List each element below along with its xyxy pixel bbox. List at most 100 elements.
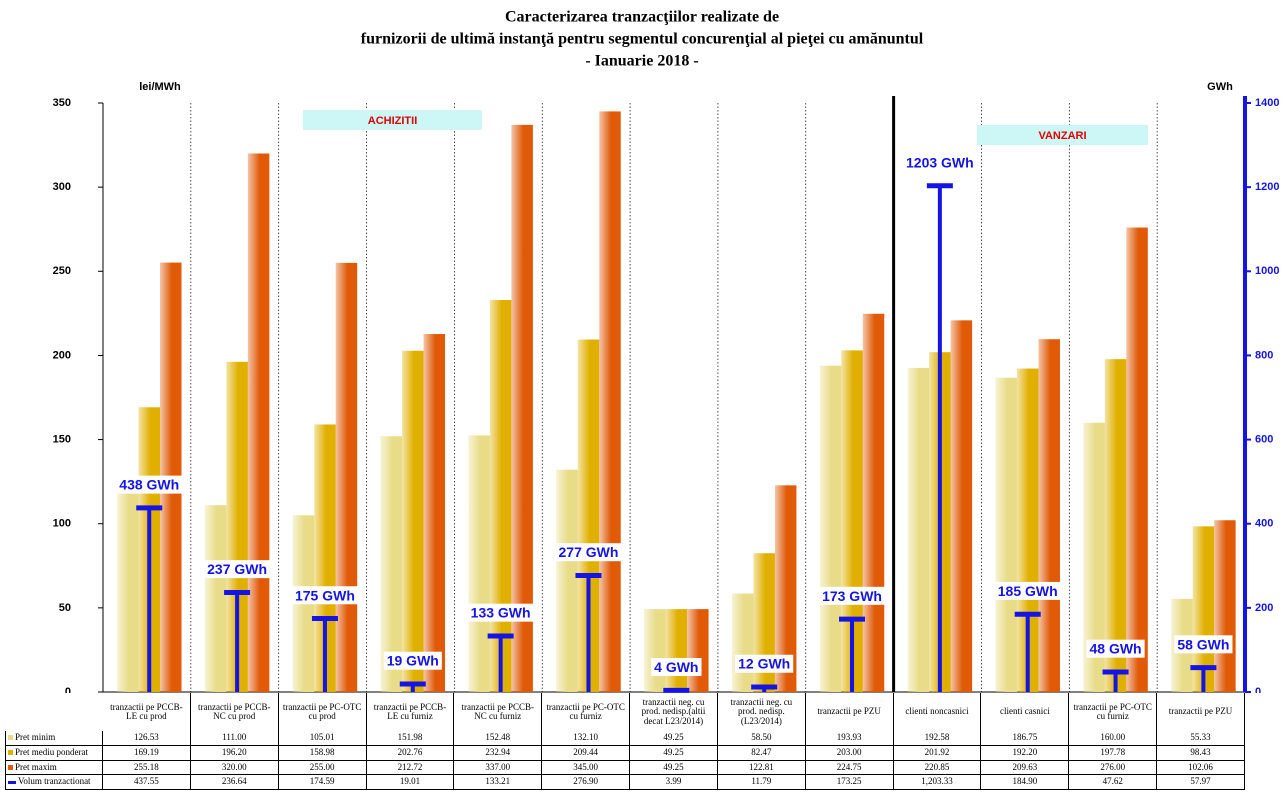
- y2-tick-label: 400: [1255, 518, 1273, 530]
- table-cell: 209.44: [542, 745, 631, 761]
- x-tick-label: tranzactii pe PC-OTC cu furniz: [542, 693, 631, 731]
- table-cell: 255.18: [103, 760, 191, 776]
- annotation-box: [303, 110, 482, 130]
- table-cell: 203.00: [805, 745, 894, 761]
- legend-entry: Pret mediu ponderat: [5, 745, 103, 761]
- table-cell: 337.00: [454, 760, 543, 776]
- table-cell: 105.01: [278, 731, 367, 746]
- table-cell: 202.76: [366, 745, 455, 761]
- table-cell: 49.25: [630, 745, 718, 761]
- bar: [117, 479, 139, 692]
- bar: [687, 609, 709, 692]
- legend-label: Pret mediu ponderat: [15, 746, 88, 757]
- volume-label-bg: [291, 586, 358, 605]
- table-cell: 212.72: [366, 760, 455, 776]
- table-cell: 132.10: [542, 731, 631, 746]
- table-cell: 49.25: [630, 760, 718, 776]
- table-cell: 193.93: [805, 731, 894, 746]
- x-tick-label: tranzactii pe PC-OTC cu prod: [279, 693, 367, 731]
- bar: [423, 334, 446, 692]
- volume-label: 19 GWh: [387, 653, 439, 669]
- table-cell: 186.75: [981, 731, 1070, 746]
- y2-tick-label: 600: [1255, 433, 1273, 445]
- table-cell: 437.55: [103, 775, 191, 790]
- legend-entry: Pret maxim: [5, 760, 103, 776]
- table-cell: 196.20: [190, 745, 279, 761]
- table-corner: [5, 693, 103, 731]
- volume-label-bg: [1174, 635, 1233, 654]
- y2-tick-label: 1000: [1255, 265, 1279, 277]
- bar: [247, 153, 270, 692]
- bar: [1104, 359, 1127, 692]
- bar: [1083, 422, 1105, 692]
- x-tick-label: tranzactii pe PZU: [806, 693, 894, 731]
- table-cell: 224.75: [805, 760, 894, 776]
- table-cell: 98.43: [1157, 745, 1245, 761]
- table-cell: 111.00: [190, 731, 279, 746]
- volume-label: 58 GWh: [1177, 636, 1229, 652]
- bar: [774, 485, 797, 692]
- chart-title: - Ianuarie 2018 -: [585, 53, 698, 70]
- volume-label-bg: [903, 153, 977, 172]
- chart: Caracterizarea tranzacţiilor realizate d…: [53, 9, 1279, 693]
- bar: [731, 593, 754, 692]
- bar: [819, 365, 842, 692]
- legend-label: Pret minim: [15, 732, 56, 743]
- volume-label-bg: [651, 658, 702, 677]
- y-axis-label: lei/MWh: [139, 81, 181, 93]
- table-cell: 152.48: [454, 731, 543, 746]
- volume-label-bg: [1086, 639, 1145, 658]
- table-cell: 236.64: [190, 775, 279, 790]
- legend-label: Volum tranzactionat: [18, 776, 91, 787]
- table-cell: 197.78: [1069, 745, 1158, 761]
- legend-label: Pret maxim: [15, 761, 57, 772]
- volume-label: 185 GWh: [998, 583, 1058, 599]
- bar: [577, 339, 600, 692]
- legend-marker: [8, 764, 13, 770]
- x-tick-label: tranzactii pe PCCB-LE cu prod: [103, 693, 191, 731]
- annotation: ACHIZITII: [368, 115, 418, 127]
- y2-tick-label: 1400: [1255, 97, 1279, 109]
- bar: [380, 436, 403, 692]
- y2-tick-label: 200: [1255, 602, 1273, 614]
- table-cell: 174.59: [278, 775, 367, 790]
- table-cell: 55.33: [1157, 731, 1245, 746]
- volume-label: 277 GWh: [559, 544, 619, 560]
- table-cell: 220.85: [893, 760, 982, 776]
- bar: [204, 505, 227, 692]
- volume-label: 1203 GWh: [906, 154, 974, 170]
- volume-label: 4 GWh: [654, 659, 698, 675]
- volume-label-bg: [116, 475, 183, 494]
- table-cell: 173.25: [805, 775, 894, 790]
- x-tick-label: clienti noncasnici: [894, 693, 982, 731]
- legend-marker: [8, 780, 16, 784]
- volume-label: 133 GWh: [471, 605, 531, 621]
- table-cell: 49.25: [630, 731, 718, 746]
- bar: [226, 361, 248, 692]
- volume-label-bg: [819, 586, 885, 605]
- y-tick-label: 350: [53, 97, 71, 109]
- table-cell: 19.01: [366, 775, 455, 790]
- table-cell: 47.62: [1069, 775, 1158, 790]
- table-cell: 1,203.33: [893, 775, 982, 790]
- volume-label-bg: [735, 654, 794, 673]
- legend-marker: [8, 750, 13, 756]
- table-cell: 201.92: [893, 745, 982, 761]
- y2-tick-label: 0: [1255, 686, 1261, 693]
- table-cell: 232.94: [454, 745, 543, 761]
- y-tick-label: 50: [59, 602, 71, 614]
- bar: [599, 111, 621, 692]
- bar: [907, 367, 930, 692]
- bar: [950, 320, 973, 692]
- volume-label: 175 GWh: [295, 587, 355, 603]
- bar: [468, 435, 490, 692]
- y-tick-label: 300: [53, 181, 71, 193]
- bar: [1126, 227, 1148, 692]
- table-cell: 209.63: [981, 760, 1070, 776]
- table-cell: 82.47: [717, 745, 806, 761]
- volume-label: 438 GWh: [119, 477, 179, 493]
- annotation: VANZARI: [1038, 130, 1086, 142]
- table-cell: 184.90: [981, 775, 1070, 790]
- y2-axis-label: GWh: [1207, 81, 1233, 93]
- bar: [402, 350, 424, 692]
